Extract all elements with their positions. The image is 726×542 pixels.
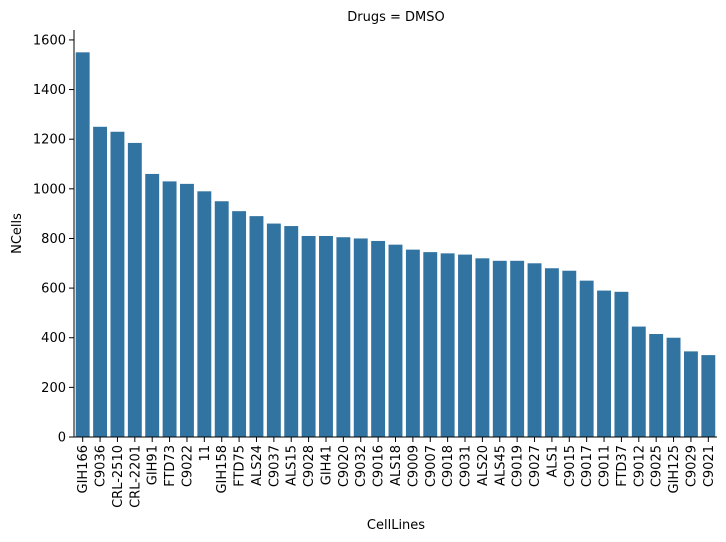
bar-C9018 [440,253,455,437]
x-tick-label: GIH91 [146,445,161,485]
x-axis-label: CellLines [367,518,425,533]
bar-C9015 [562,270,577,437]
bar-C9007 [423,252,438,437]
x-tick-label: ALS45 [493,445,508,486]
bar-C9020 [336,237,351,437]
x-tick-label: GIH41 [319,445,334,485]
x-tick-label: C9036 [94,445,109,487]
x-tick-label: C9028 [302,445,317,487]
x-tick-label: C9027 [528,445,543,487]
x-tick-label: FTD75 [233,445,248,487]
bar-C9011 [597,290,611,437]
bar-C9037 [266,223,281,437]
bar-FTD75 [232,211,247,437]
bar-C9036 [93,126,108,437]
x-tick-label: C9037 [267,445,282,487]
x-tick-label: C9007 [424,445,439,487]
x-tick-label: C9029 [684,445,699,487]
x-tick-label: GIH125 [667,445,682,494]
y-tick-label: 1600 [33,33,66,48]
chart-title: Drugs = DMSO [347,10,445,25]
x-tick-label: ALS24 [250,445,265,486]
bar-C9032 [353,238,368,437]
x-tick-label: C9016 [372,445,387,487]
x-tick-label: FTD73 [163,445,178,487]
bar-ALS20 [475,258,490,437]
y-tick-label: 600 [41,282,66,297]
x-axis: GIH166 C9036 CRL-2510 CRL-2201 GIH91 FTD73 C90… [74,436,717,508]
bar-ALS24 [249,216,264,437]
bar-C9022 [180,183,194,437]
x-tick-label: C9031 [459,445,474,487]
y-axis: 0 200 400 600 800 1000 1200 1400 1600 [33,30,75,446]
bar-11 [197,191,212,437]
x-tick-label: ALS1 [545,445,560,478]
bar-C9017 [579,280,594,437]
x-tick-label: C9012 [632,445,647,487]
bar-C9029 [683,351,698,437]
y-axis-label: NCells [10,213,25,254]
bar-ALS45 [492,260,507,437]
bar-CRL-2201 [127,142,142,438]
bar-FTD73 [162,181,177,437]
x-tick-label: C9032 [354,445,369,487]
x-tick-label: C9015 [563,445,578,487]
x-tick-label: C9018 [441,445,456,487]
bar-C9025 [649,334,664,437]
y-tick-label: 1000 [33,182,66,197]
bar-GIH41 [319,235,333,437]
x-tick-label: C9017 [580,445,595,487]
bar-CRL-2510 [110,131,125,437]
x-tick-label: CRL-2510 [111,445,126,508]
x-tick-label: ALS15 [285,445,300,486]
bar-C9012 [631,326,646,437]
y-tick-label: 400 [41,331,66,346]
x-tick-label: GIH166 [76,445,91,494]
bar-FTD37 [614,291,629,437]
y-tick-label: 1200 [33,133,66,148]
bar-C9019 [510,260,525,437]
x-tick-label: C9021 [702,445,717,487]
x-tick-label: C9025 [650,445,665,487]
y-tick-label: 0 [58,431,66,446]
x-tick-label: ALS20 [476,445,491,486]
bar-C9021 [701,355,716,437]
x-tick-label: 11 [198,445,213,462]
bar-ALS18 [388,244,403,437]
y-tick-label: 800 [41,232,66,247]
x-tick-label: C9019 [511,445,526,487]
bar-C9027 [527,263,542,437]
bar-GIH125 [666,337,681,437]
bar-GIH166 [75,52,90,438]
x-tick-label: FTD37 [615,445,630,487]
x-tick-label: C9009 [406,445,421,487]
bar-ALS15 [284,226,299,437]
x-tick-label: C9020 [337,445,352,487]
bar-C9009 [405,249,420,437]
x-tick-label: C9022 [180,445,195,487]
bar-C9016 [371,240,386,437]
x-tick-label: ALS18 [389,445,404,486]
bar-C9028 [301,235,316,437]
bar-ALS1 [544,268,559,437]
bars-group [75,52,716,438]
x-tick-label: C9011 [598,445,613,487]
x-tick-label: GIH158 [215,445,230,494]
y-tick-label: 200 [41,381,66,396]
x-tick-label: CRL-2201 [128,445,143,508]
bar-C9031 [458,254,472,437]
y-tick-label: 1400 [33,83,66,98]
bar-GIH91 [145,173,160,437]
bar-GIH158 [214,201,229,437]
